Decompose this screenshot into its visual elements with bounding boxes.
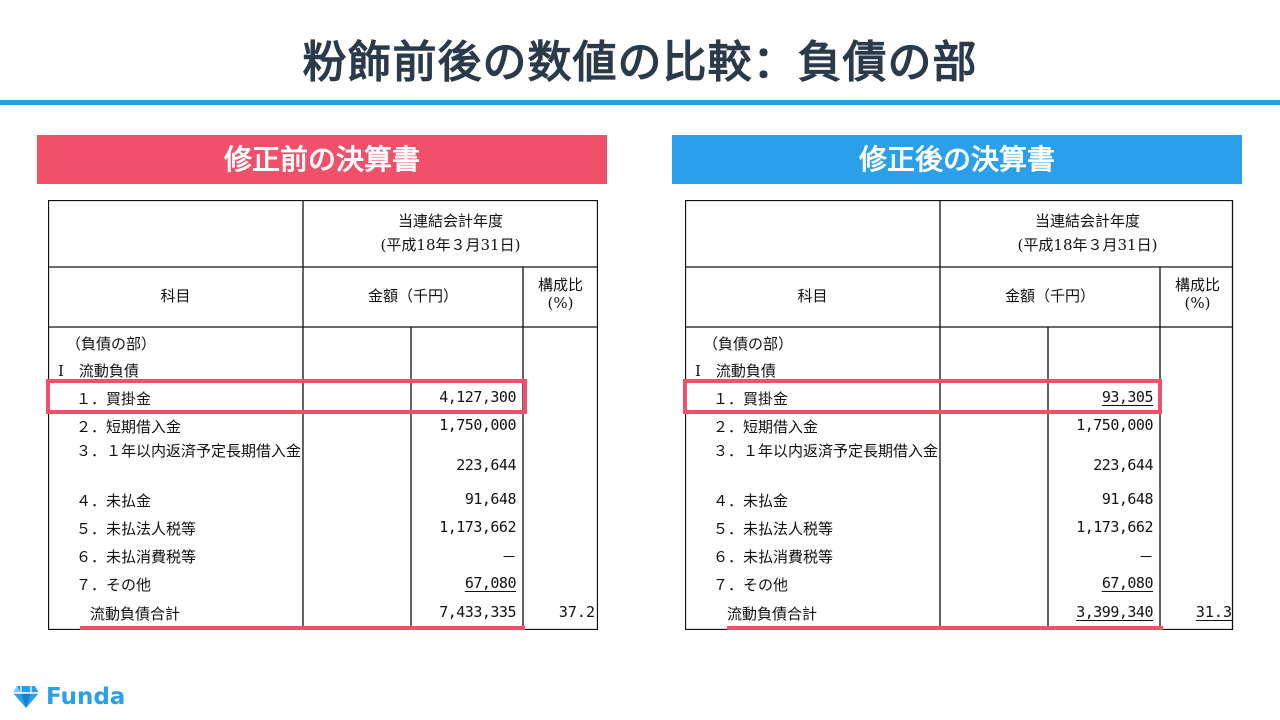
before-total-underline bbox=[80, 626, 525, 630]
period-header: 当連結会計年度 (平成18年３月31日) bbox=[1017, 212, 1158, 254]
row-value-other: 67,080 bbox=[464, 574, 517, 592]
row-label-consumption-tax: ６．未払消費税等 bbox=[76, 548, 197, 566]
row-label-short-term-loans: ２．短期借入金 bbox=[76, 418, 182, 436]
row-label-current-ltd: ３．１年以内返済予定長期借入金 bbox=[713, 442, 939, 460]
before-statement: 当連結会計年度 (平成18年３月31日) 科目 金額（千円） 構成比 (%) （… bbox=[48, 200, 598, 630]
amount-header: 金額（千円） bbox=[1004, 287, 1095, 305]
subject-header: 科目 bbox=[160, 287, 191, 305]
section-label: （負債の部） bbox=[703, 335, 794, 353]
row-value-consumption-tax: － bbox=[1138, 548, 1153, 566]
row-value-short-term-loans: 1,750,000 bbox=[1076, 416, 1153, 434]
row-label-accrued-payables: ４．未払金 bbox=[76, 492, 152, 510]
title-divider bbox=[0, 100, 1280, 105]
row-value-accounts-payable: 93,305 bbox=[1101, 388, 1154, 406]
before-banner: 修正前の決算書 bbox=[37, 135, 607, 184]
ratio-header: 構成比 (%) bbox=[537, 276, 583, 312]
row-value-other: 67,080 bbox=[1101, 574, 1154, 592]
after-banner: 修正後の決算書 bbox=[672, 135, 1242, 184]
period-header: 当連結会計年度 (平成18年３月31日) bbox=[380, 212, 521, 254]
total-label: 流動負債合計 bbox=[727, 605, 818, 623]
row-label-other: ７．その他 bbox=[76, 576, 152, 594]
row-value-income-tax: 1,173,662 bbox=[1076, 518, 1153, 536]
total-ratio: 31.3 bbox=[1195, 603, 1232, 621]
subsection-label: Ⅰ 流動負債 bbox=[58, 362, 139, 380]
row-value-accrued-payables: 91,648 bbox=[1101, 490, 1154, 508]
row-value-current-ltd: 223,644 bbox=[1093, 456, 1153, 474]
row-label-other: ７．その他 bbox=[713, 576, 789, 594]
section-label: （負債の部） bbox=[66, 335, 157, 353]
row-value-consumption-tax: － bbox=[501, 548, 516, 566]
row-label-income-tax: ５．未払法人税等 bbox=[713, 520, 834, 538]
row-value-current-ltd: 223,644 bbox=[456, 456, 516, 474]
after-total-underline bbox=[727, 626, 1163, 630]
table-grid bbox=[685, 200, 1234, 630]
row-value-accounts-payable: 4,127,300 bbox=[439, 388, 516, 406]
row-label-accrued-payables: ４．未払金 bbox=[713, 492, 789, 510]
subsection-label: Ⅰ 流動負債 bbox=[695, 362, 776, 380]
row-label-accounts-payable: １．買掛金 bbox=[713, 390, 789, 408]
ratio-header: 構成比 (%) bbox=[1174, 276, 1220, 312]
amount-header: 金額（千円） bbox=[367, 287, 458, 305]
subject-header: 科目 bbox=[797, 287, 828, 305]
logo-text: Funda bbox=[46, 684, 126, 710]
row-value-short-term-loans: 1,750,000 bbox=[439, 416, 516, 434]
row-label-current-ltd: ３．１年以内返済予定長期借入金 bbox=[76, 442, 302, 460]
total-value: 3,399,340 bbox=[1076, 603, 1153, 621]
gem-icon bbox=[13, 686, 39, 708]
row-label-short-term-loans: ２．短期借入金 bbox=[713, 418, 819, 436]
row-label-consumption-tax: ６．未払消費税等 bbox=[713, 548, 834, 566]
after-statement: 当連結会計年度 (平成18年３月31日) 科目 金額（千円） 構成比 (%) （… bbox=[685, 200, 1235, 630]
before-accounts-payable-highlight bbox=[46, 379, 527, 414]
page-title: 粉飾前後の数値の比較：負債の部 bbox=[302, 37, 978, 88]
row-value-accrued-payables: 91,648 bbox=[464, 490, 517, 508]
row-label-income-tax: ５．未払法人税等 bbox=[76, 520, 197, 538]
total-ratio: 37.2 bbox=[558, 603, 595, 621]
funda-logo: Funda bbox=[12, 682, 125, 712]
row-label-accounts-payable: １．買掛金 bbox=[76, 390, 152, 408]
row-value-income-tax: 1,173,662 bbox=[439, 518, 516, 536]
total-value: 7,433,335 bbox=[439, 603, 516, 621]
total-label: 流動負債合計 bbox=[90, 605, 181, 623]
after-accounts-payable-highlight bbox=[683, 379, 1162, 414]
